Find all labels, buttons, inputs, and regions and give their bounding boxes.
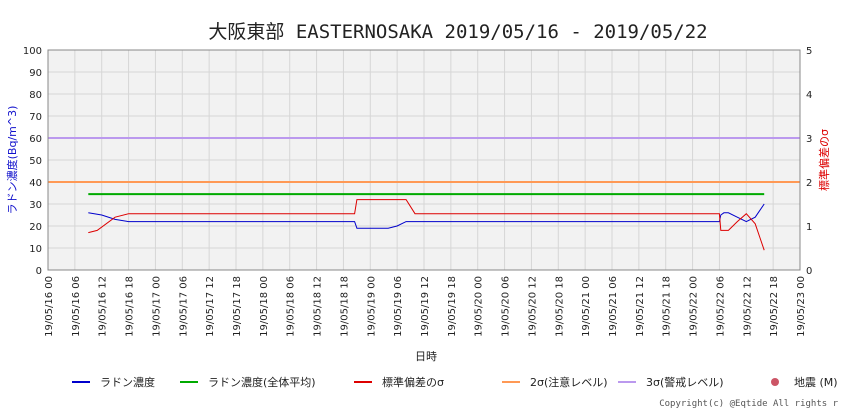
y-left-tick-label: 20 [29, 222, 42, 233]
legend-label: ラドン濃度(全体平均) [208, 375, 316, 389]
x-tick-label: 19/05/19 00 [366, 276, 377, 337]
y-left-tick-label: 90 [29, 68, 42, 79]
x-tick-label: 19/05/21 06 [608, 276, 619, 337]
y-right-tick-label: 5 [806, 46, 812, 57]
grid-lines [47, 49, 801, 271]
reference-lines [48, 137, 800, 183]
legend-swatch [771, 378, 779, 386]
x-tick-label: 19/05/23 00 [796, 276, 807, 337]
y-right-tick-label: 1 [806, 222, 812, 233]
x-tick-label: 19/05/20 18 [554, 276, 565, 337]
x-axis-label: 日時 [415, 350, 437, 363]
x-tick-label: 19/05/16 18 [125, 276, 136, 337]
legend-label: ラドン濃度 [100, 375, 155, 389]
y-right-tick-label: 4 [806, 90, 812, 101]
y-left-tick-label: 30 [29, 200, 42, 211]
series-lines [88, 193, 765, 251]
y-left-tick-label: 70 [29, 112, 42, 123]
y-left-tick-label: 40 [29, 178, 42, 189]
y-axis-right-label: 標準偏差のσ [817, 129, 831, 191]
x-tick-label: 19/05/21 18 [662, 276, 673, 337]
y-right-tick-label: 3 [806, 134, 812, 145]
x-tick-label: 19/05/16 06 [71, 276, 82, 337]
x-tick-label: 19/05/20 06 [501, 276, 512, 337]
x-tick-label: 19/05/16 12 [98, 276, 109, 337]
plot-frame [47, 49, 801, 271]
y-left-tick-label: 50 [29, 156, 42, 167]
x-axis-ticks: 19/05/16 00 19/05/16 06 19/05/16 12 19/05/1… [44, 276, 807, 337]
y-axis-left-label: ラドン濃度(Bq/m^3) [5, 106, 19, 215]
y-right-tick-label: 2 [806, 178, 812, 189]
legend: ラドン濃度 ラドン濃度(全体平均) 標準偏差のσ 2σ(注意レベル) 3σ(警戒レベル)… [72, 375, 838, 389]
x-tick-label: 19/05/20 12 [527, 276, 538, 337]
x-tick-label: 19/05/17 00 [151, 276, 162, 337]
y-axis-left-ticks: 0 10 20 30 40 50 60 70 80 90 100 [23, 46, 42, 277]
legend-label: 2σ(注意レベル) [530, 375, 608, 389]
y-left-tick-label: 0 [36, 266, 42, 277]
legend-label: 3σ(警戒レベル) [646, 375, 724, 389]
x-tick-label: 19/05/18 06 [286, 276, 297, 337]
y-right-tick-label: 0 [806, 266, 812, 277]
x-tick-label: 19/05/17 12 [205, 276, 216, 337]
y-left-tick-label: 10 [29, 244, 42, 255]
x-tick-label: 19/05/17 18 [232, 276, 243, 337]
x-tick-label: 19/05/21 00 [581, 276, 592, 337]
chart-title: 大阪東部 EASTERNOSAKA 2019/05/16 - 2019/05/2… [208, 21, 707, 43]
x-tick-label: 19/05/19 18 [447, 276, 458, 337]
y-left-tick-label: 60 [29, 134, 42, 145]
x-tick-label: 19/05/21 12 [635, 276, 646, 337]
x-tick-label: 19/05/18 18 [339, 276, 350, 337]
series-line [88, 203, 765, 229]
x-tick-label: 19/05/22 06 [715, 276, 726, 337]
copyright-text: Copyright(c) @Eqtide All rights r [659, 399, 838, 409]
x-tick-label: 19/05/18 12 [313, 276, 324, 337]
y-axis-right-ticks: 0 1 2 3 4 5 [806, 46, 812, 277]
y-left-tick-label: 100 [23, 46, 42, 57]
x-tick-label: 19/05/22 00 [689, 276, 700, 337]
x-tick-label: 19/05/19 06 [393, 276, 404, 337]
y-left-tick-label: 80 [29, 90, 42, 101]
x-tick-label: 19/05/22 12 [742, 276, 753, 337]
x-tick-label: 19/05/20 00 [474, 276, 485, 337]
x-tick-label: 19/05/17 06 [178, 276, 189, 337]
x-tick-label: 19/05/16 00 [44, 276, 55, 337]
x-tick-label: 19/05/18 00 [259, 276, 270, 337]
series-line [88, 199, 765, 251]
x-tick-label: 19/05/22 18 [769, 276, 780, 337]
x-tick-label: 19/05/19 12 [420, 276, 431, 337]
legend-label: 地震 (M) [794, 376, 838, 389]
legend-label: 標準偏差のσ [382, 375, 444, 389]
